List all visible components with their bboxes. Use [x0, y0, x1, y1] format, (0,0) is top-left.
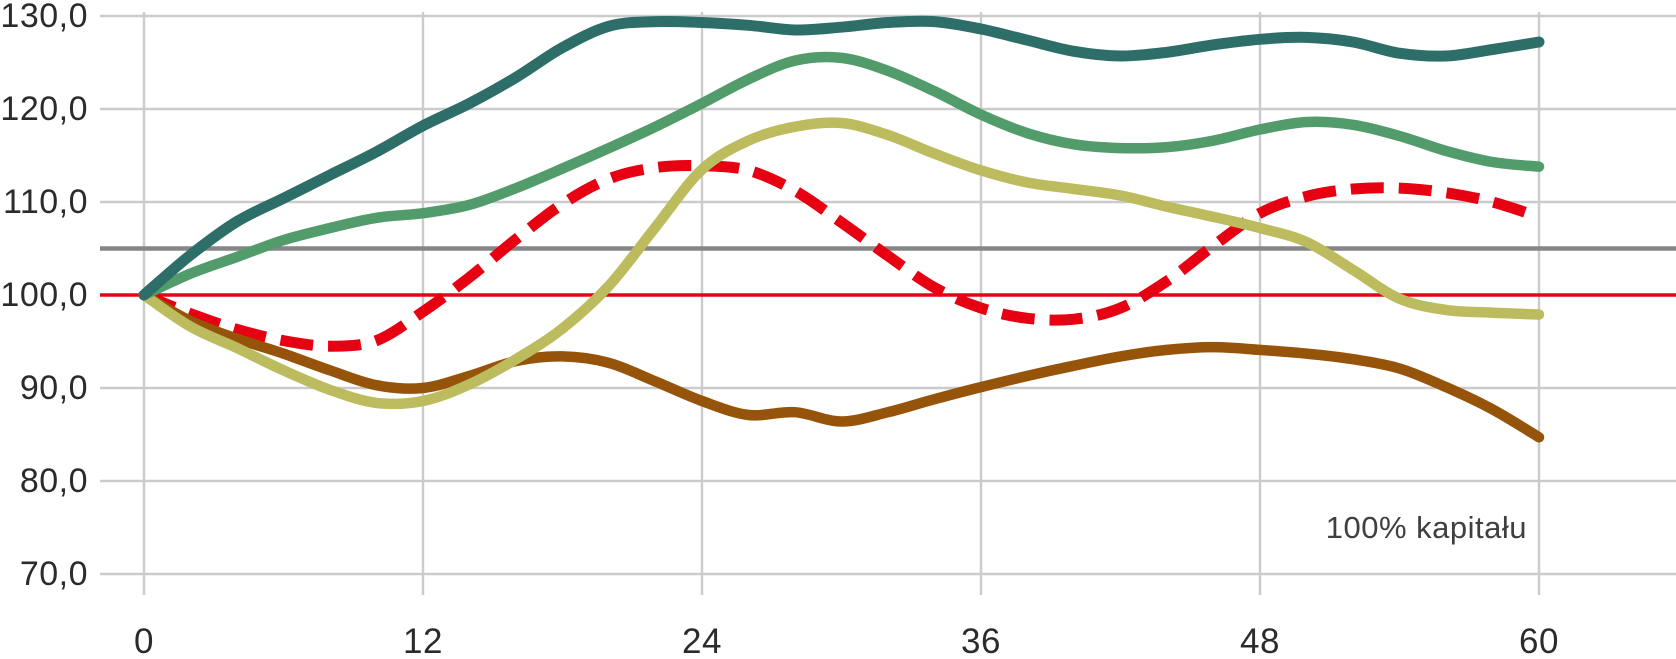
x-axis-label-12: 12 — [403, 622, 443, 659]
y-axis-label-110: 110,0 — [2, 183, 88, 221]
series-olive — [138, 117, 1545, 410]
y-axis-label-70: 70,0 — [19, 555, 88, 593]
series-teal — [138, 15, 1545, 301]
y-axis-label-80: 80,0 — [19, 462, 88, 500]
series-green — [138, 51, 1545, 301]
x-axis-label-24: 24 — [682, 622, 722, 659]
y-axis-label-120: 120,0 — [0, 90, 88, 128]
x-axis-label-0: 0 — [134, 622, 154, 659]
capital-100-annotation: 100% kapitału — [1325, 510, 1527, 545]
x-axis-label-60: 60 — [1519, 622, 1559, 659]
y-axis-label-130: 130,0 — [0, 0, 88, 35]
x-axis-label-48: 48 — [1240, 622, 1280, 659]
series-brown — [138, 289, 1545, 443]
x-axis-label-36: 36 — [961, 622, 1001, 659]
y-axis-label-90: 90,0 — [19, 369, 88, 407]
y-axis-label-100: 100,0 — [0, 276, 88, 314]
series-red-dashed — [141, 160, 1541, 352]
